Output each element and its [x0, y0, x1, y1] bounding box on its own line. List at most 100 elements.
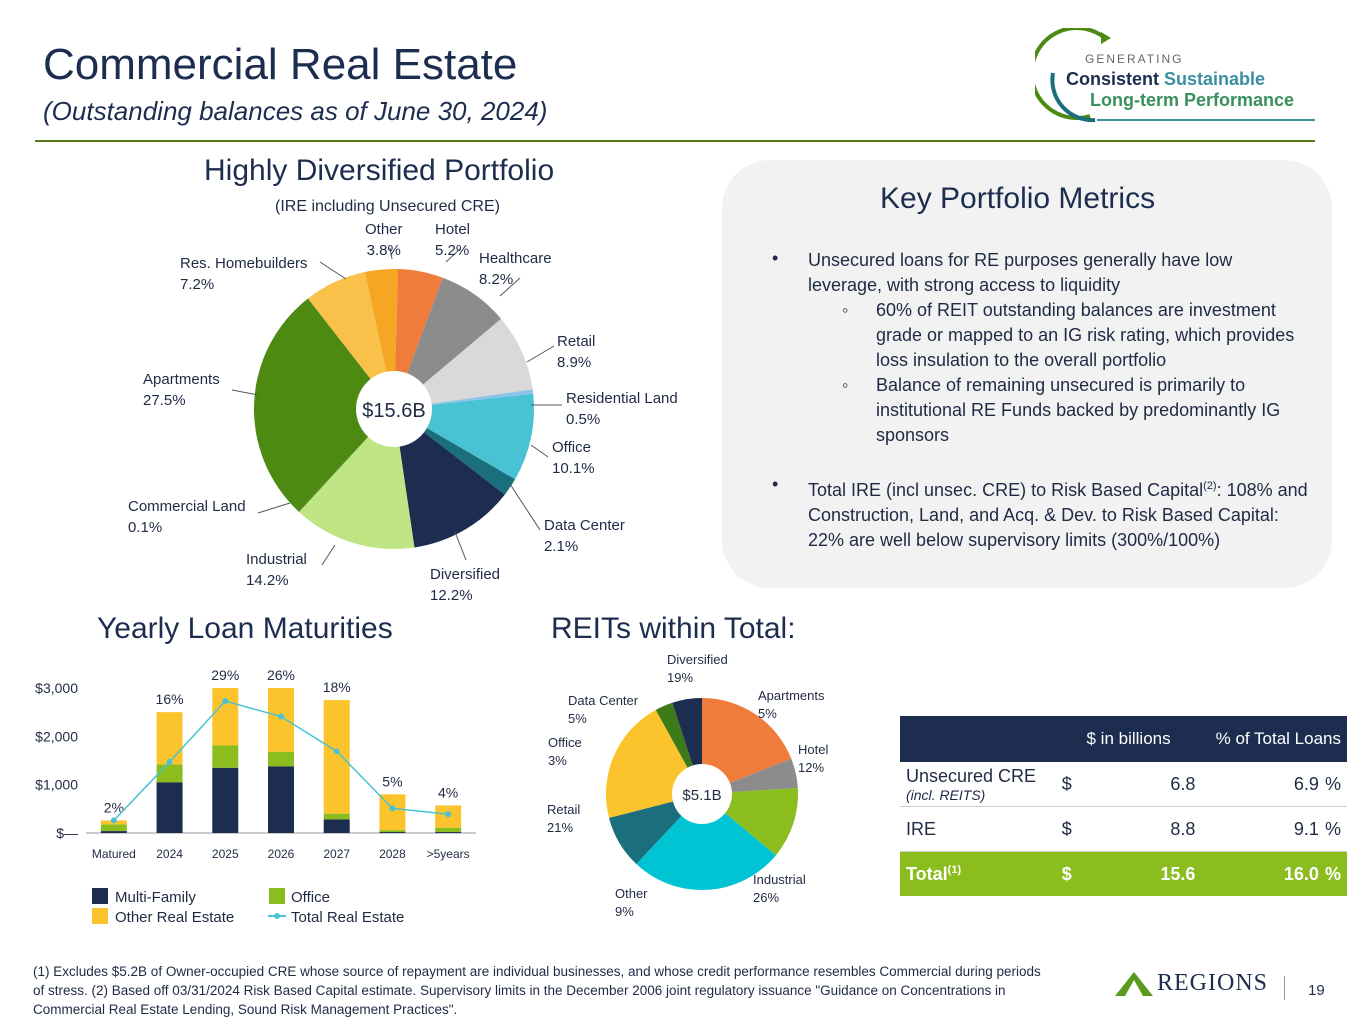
- row-percent: 9.1: [1201, 806, 1325, 852]
- row-pct-unit: %: [1324, 806, 1347, 852]
- legend-swatch-office: [269, 888, 285, 904]
- data-label: 16%: [156, 691, 184, 707]
- reits-donut-chart: $5.1B: [606, 698, 798, 890]
- total-real-estate-point: [278, 713, 284, 720]
- page-subtitle: (Outstanding balances as of June 30, 202…: [43, 96, 548, 126]
- reit-label-industrial: Industrial 26%: [753, 872, 806, 905]
- table-header-row: $ in billions % of Total Loans: [900, 716, 1347, 762]
- bar-multi-family: [435, 832, 462, 833]
- metrics-bullet-2: Total IRE (incl unsec. CRE) to Risk Base…: [808, 480, 1308, 550]
- reit-label-office: Office 3%: [548, 735, 582, 768]
- reits-center-label: $5.1B: [682, 787, 721, 804]
- bar-multi-family: [379, 832, 406, 833]
- legend-multi-family: Multi-Family: [115, 889, 196, 906]
- maturities-marks: $— $1,000 $2,000 $3,000 Matured 2% 2024 16% 2025…: [35, 667, 476, 861]
- x-tick-label: 2027: [323, 847, 350, 861]
- bar-multi-family: [268, 766, 294, 833]
- y-tick-label: $3,000: [35, 680, 78, 696]
- logo-line3: Long-term Performance: [1090, 90, 1295, 110]
- bar-other-real-estate: [268, 688, 294, 752]
- key-metrics-title: Key Portfolio Metrics: [880, 182, 1156, 215]
- regions-triangle-logo-icon: [1115, 972, 1153, 996]
- legend-swatch-multi-family: [92, 888, 108, 904]
- maturities-heading: Yearly Loan Maturities: [97, 612, 393, 645]
- row-currency: $: [1055, 762, 1096, 807]
- legend-total-real-estate: Total Real Estate: [291, 909, 404, 926]
- portfolio-slice-res-homebuilders: [307, 272, 394, 409]
- x-tick-label: 2024: [156, 847, 183, 861]
- generating-logo-arc-icon: [1035, 28, 1315, 123]
- data-label: 26%: [267, 667, 295, 683]
- bar-multi-family: [100, 831, 127, 833]
- slice-label-retail: Retail 8.9%: [557, 333, 596, 371]
- portfolio-subheading: (IRE including Unsecured CRE): [275, 198, 500, 215]
- col-header-billions: $ in billions: [1055, 716, 1202, 762]
- table-row: IRE $ 8.8 9.1 %: [900, 806, 1347, 852]
- slice-label-commercial-land: Commercial Land 0.1%: [128, 498, 246, 536]
- reit-label-hotel: Hotel 12%: [798, 742, 829, 775]
- data-label: 4%: [438, 784, 458, 800]
- key-metrics-card: [722, 160, 1332, 588]
- table-total-row: Total(1) $ 15.6 16.0 %: [900, 851, 1347, 896]
- page-number-divider: [1284, 976, 1285, 1000]
- x-tick-label: >5years: [427, 847, 470, 861]
- loans-summary-table: $ in billions % of Total Loans Unsecured…: [900, 716, 1347, 896]
- row-amount: 8.8: [1095, 806, 1202, 852]
- legend-office: Office: [291, 889, 330, 906]
- row-amount: 6.8: [1095, 762, 1202, 807]
- x-tick-label: 2028: [379, 847, 406, 861]
- row-currency: $: [1055, 806, 1096, 852]
- portfolio-heading: Highly Diversified Portfolio: [204, 154, 555, 187]
- data-label: 2%: [104, 799, 124, 815]
- reit-label-data-center: Data Center 5%: [568, 693, 639, 726]
- bar-office: [156, 764, 183, 783]
- total-real-estate-point: [445, 811, 452, 818]
- page-number: 19: [1308, 982, 1325, 999]
- sub-bullet-icon: ◦: [842, 375, 849, 395]
- slice-label-apartments: Apartments 27.5%: [143, 371, 220, 409]
- slice-label-other: Other 3.8%: [365, 221, 403, 259]
- portfolio-center-label: $15.6B: [362, 400, 425, 422]
- total-currency: $: [1055, 851, 1096, 896]
- slice-label-residential-land: Residential Land 0.5%: [566, 390, 678, 428]
- x-tick-label: 2025: [212, 847, 239, 861]
- regions-brand: REGIONS: [1157, 970, 1269, 996]
- slice-label-office: Office 10.1%: [552, 439, 595, 477]
- page-title: Commercial Real Estate: [43, 40, 518, 89]
- portfolio-slice-diversified: [394, 409, 505, 548]
- bar-office: [212, 745, 239, 768]
- maturities-bar-chart: $— $1,000 $2,000 $3,000 Matured 2% 2024 16% 2025…: [35, 667, 476, 926]
- total-real-estate-point: [110, 817, 117, 824]
- y-tick-label: $2,000: [35, 728, 78, 744]
- reits-heading: REITs within Total:: [551, 612, 796, 645]
- col-header-pct-total: % of Total Loans: [1201, 716, 1347, 762]
- legend-other-real-estate: Other Real Estate: [115, 909, 234, 926]
- bar-other-real-estate: [212, 688, 239, 746]
- row-percent: 6.9: [1201, 762, 1325, 807]
- logo-sustainable: Sustainable: [1164, 69, 1266, 89]
- total-pct-unit: %: [1324, 851, 1347, 896]
- total-real-estate-point: [166, 758, 173, 765]
- data-label: 5%: [382, 773, 402, 789]
- total-label: Total(1): [900, 851, 1056, 896]
- bullet-icon: •: [772, 248, 779, 268]
- slice-label-data-center: Data Center 2.1%: [544, 517, 625, 555]
- reit-label-apartments: Apartments 5%: [758, 688, 825, 721]
- reit-label-diversified: Diversified 19%: [667, 652, 728, 685]
- portfolio-slice-healthcare: [394, 277, 502, 409]
- total-real-estate-point: [222, 698, 229, 705]
- reit-slice-diversified: [702, 698, 792, 794]
- row-sublabel: (incl. REITS): [906, 786, 986, 803]
- total-real-estate-point: [333, 748, 340, 755]
- legend-marker-total: [274, 913, 280, 919]
- metrics-bullet-1: Unsecured loans for RE purposes generall…: [808, 250, 1233, 295]
- reit-slice-industrial: [636, 794, 776, 890]
- portfolio-leader-lines: [231, 247, 562, 566]
- logo-line2: Consistent Sustainable: [1066, 69, 1265, 90]
- slice-label-industrial: Industrial 14.2%: [246, 551, 307, 589]
- portfolio-slice-apartments: [254, 298, 394, 512]
- bar-other-real-estate: [323, 700, 350, 814]
- portfolio-slice-retail: [394, 318, 533, 409]
- bullet-icon: •: [772, 474, 779, 494]
- row-label: IRE: [900, 806, 1056, 852]
